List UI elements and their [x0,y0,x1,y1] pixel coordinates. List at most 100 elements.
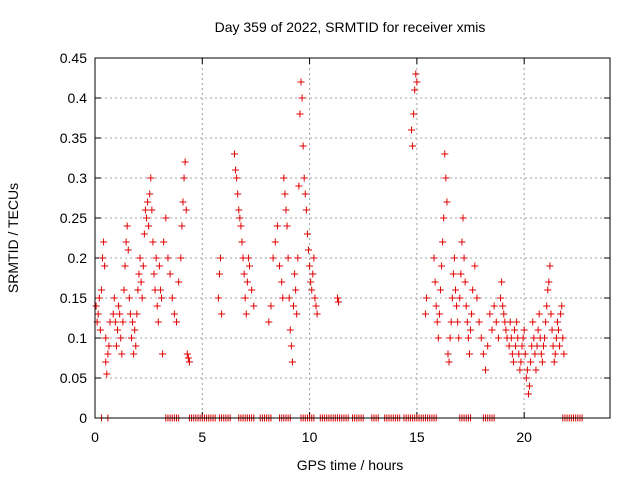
data-point [148,206,156,214]
data-point [242,310,250,318]
data-point [286,326,294,334]
data-point [335,298,343,306]
data-point [463,318,471,326]
y-axis-label: SRMTID / TECUs [5,183,21,293]
data-point [129,318,137,326]
data-point [105,342,113,350]
data-point [118,350,126,358]
data-point [435,310,443,318]
x-tick-label: 0 [91,429,99,445]
data-point [502,326,510,334]
data-point [446,334,454,342]
data-point [291,270,299,278]
data-point [179,198,187,206]
data-point [313,310,321,318]
data-point [490,302,498,310]
data-point [152,254,160,262]
data-point [500,310,508,318]
data-point [217,254,225,262]
data-point [145,222,153,230]
x-axis-label: GPS time / hours [297,457,404,473]
data-point [96,326,104,334]
data-point [436,286,444,294]
data-point [531,350,539,358]
data-point [548,326,556,334]
x-tick-label: 10 [302,429,318,445]
data-point [233,174,241,182]
data-point [104,350,112,358]
data-point [147,174,155,182]
data-point [164,254,172,262]
data-point [124,246,132,254]
data-point [464,334,472,342]
data-point [468,310,476,318]
data-point [494,334,502,342]
data-point [521,350,529,358]
data-point [301,190,309,198]
data-point [116,310,124,318]
data-point [433,318,441,326]
data-point [103,370,111,378]
data-point [237,222,245,230]
data-point [125,294,133,302]
data-point [526,382,534,390]
data-point [492,318,500,326]
x-tick-label: 20 [516,429,532,445]
y-tick-label: 0.3 [68,170,88,186]
data-point [120,286,128,294]
data-point [508,350,516,358]
data-point [267,302,275,310]
data-point [523,366,531,374]
data-point [99,254,107,262]
y-tick-label: 0.45 [60,50,87,66]
y-tick-label: 0.25 [60,210,87,226]
data-point [248,286,256,294]
data-point [243,278,251,286]
data-point [173,318,181,326]
data-point [453,302,461,310]
data-point [296,110,304,118]
data-point [434,334,442,342]
data-point [549,342,557,350]
data-point [153,302,161,310]
data-point [244,254,252,262]
data-point [535,310,543,318]
data-point [473,294,481,302]
data-point [273,222,281,230]
data-point [482,366,490,374]
y-tick-label: 0 [79,410,87,426]
data-point [111,318,119,326]
data-point [101,262,109,270]
data-point [544,286,552,294]
data-point [279,294,287,302]
data-point [215,270,223,278]
data-point [534,326,542,334]
data-point [295,182,303,190]
data-point [154,318,162,326]
data-point [156,286,164,294]
data-point [288,358,296,366]
axis-ticks: 0 0.05 0.1 0.15 0.2 0.25 0.3 0.35 0.4 0.45 0 5 10 15 2… [60,50,610,445]
data-point [537,350,545,358]
data-point [102,334,110,342]
data-point [547,310,555,318]
y-tick-label: 0.1 [68,330,88,346]
data-point [168,294,176,302]
data-point [159,350,167,358]
data-point [250,302,258,310]
data-point [134,286,142,294]
data-point [443,198,451,206]
data-point [310,254,318,262]
data-point [140,230,148,238]
data-point [114,326,122,334]
data-point [444,350,452,358]
data-point [543,302,551,310]
data-point [517,358,525,366]
data-point [308,286,316,294]
data-point [293,310,301,318]
data-point [465,350,473,358]
data-point [431,278,439,286]
data-point [471,262,479,270]
data-point [552,334,560,342]
data-point [467,326,475,334]
